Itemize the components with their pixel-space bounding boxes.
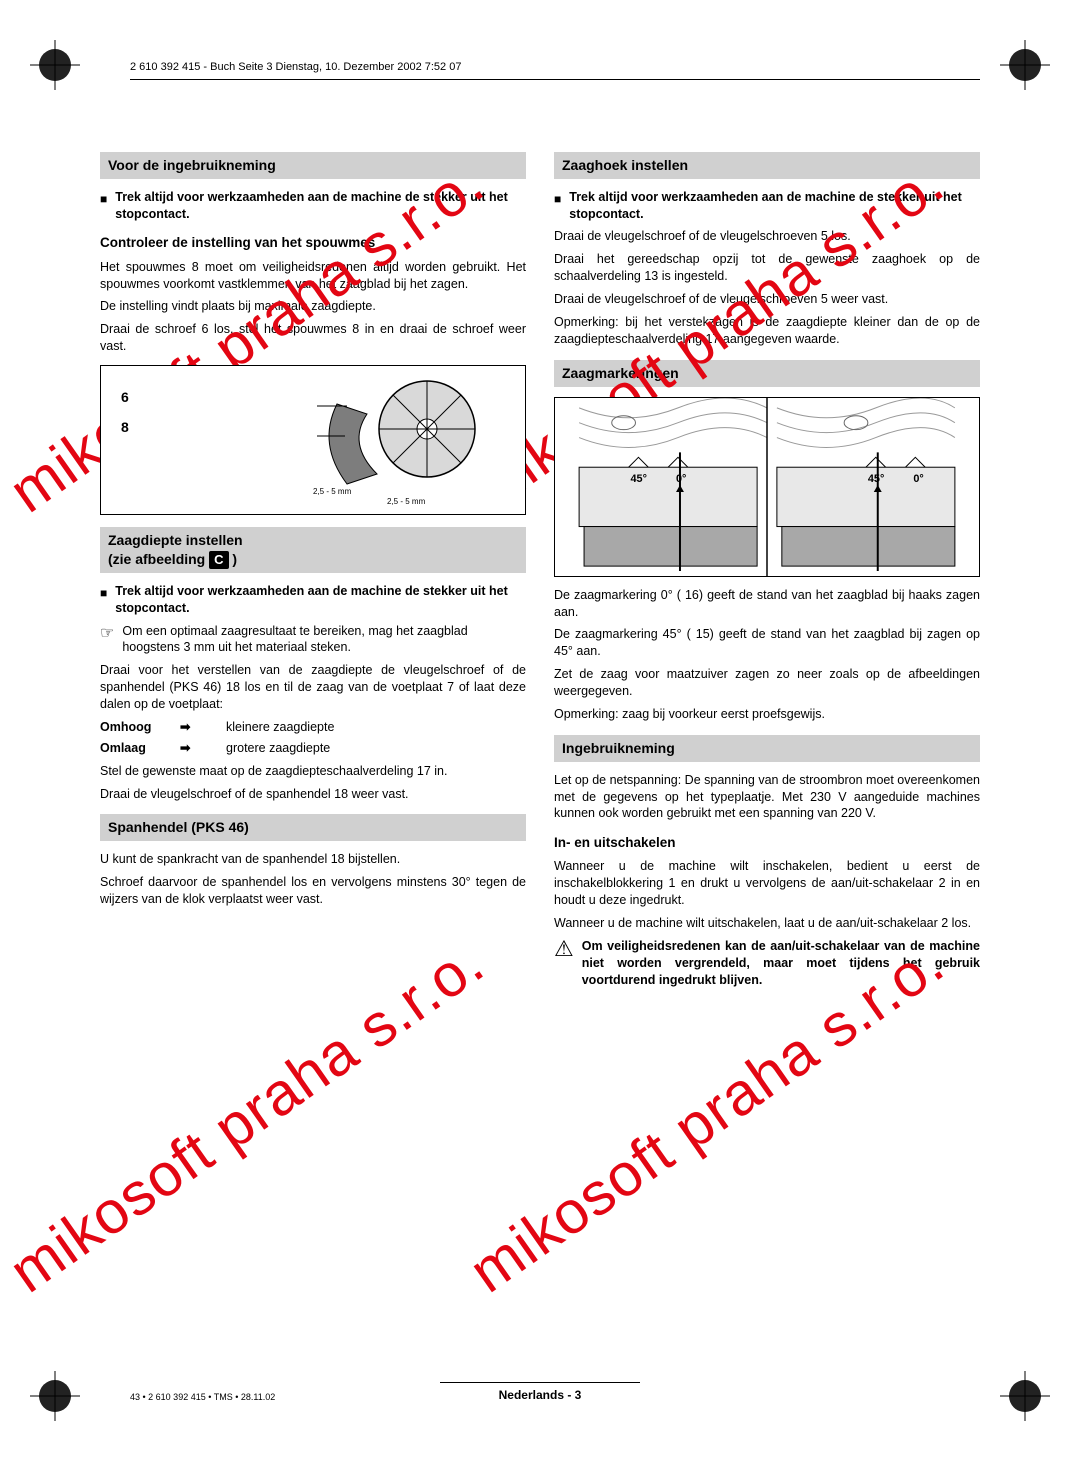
svg-text:45°: 45° <box>631 473 647 485</box>
section-title: Zaaghoek instellen <box>554 152 980 179</box>
paragraph: Let op de netspanning: De spanning van d… <box>554 772 980 823</box>
subsection-title: In- en uitschakelen <box>554 834 980 852</box>
paragraph: Wanneer u de machine wilt inschakelen, b… <box>554 858 980 909</box>
figure-spouwmes: 6 8 2,5 - 5 mm 2,5 - 5 mm <box>100 365 526 515</box>
paragraph: Schroef daarvoor de spanhendel los en ve… <box>100 874 526 908</box>
dim-label: 2,5 - 5 mm <box>313 487 352 496</box>
safety-warning: ⚠ Om veiligheidsredenen kan de aan/uit-s… <box>554 938 980 989</box>
figure-zaagmarkeringen: 45° 0° 45° 0° <box>554 397 980 577</box>
svg-text:0°: 0° <box>676 473 686 485</box>
direction-label: Omhoog <box>100 719 162 736</box>
paragraph: Draai de schroef 6 los, stel het spouwme… <box>100 321 526 355</box>
print-registration-mark <box>1000 40 1050 90</box>
paragraph: Draai voor het verstellen van de zaagdie… <box>100 662 526 713</box>
paragraph: Stel de gewenste maat op de zaagdieptesc… <box>100 763 526 780</box>
paragraph: Het spouwmes 8 moet om veiligheidsredene… <box>100 259 526 293</box>
warning-block: ■ Trek altijd voor werkzaamheden aan de … <box>100 189 526 223</box>
hand-pointer-icon: ☞ <box>100 623 114 657</box>
tip-text: Om een optimaal zaagresultaat te bereike… <box>122 623 526 657</box>
warning-text: Trek altijd voor werkzaamheden aan de ma… <box>115 189 526 223</box>
title-line1: Zaagdiepte instellen <box>108 532 243 548</box>
direction-desc: kleinere zaagdiepte <box>226 719 334 736</box>
bullet-icon: ■ <box>100 585 107 617</box>
section-title: Zaagmarkeringen <box>554 360 980 387</box>
figure-ref-letter: C <box>209 551 228 569</box>
title-line2a: (zie afbeelding <box>108 551 209 567</box>
warning-block: ■ Trek altijd voor werkzaamheden aan de … <box>100 583 526 617</box>
figure-label-8: 8 <box>121 418 129 437</box>
subsection-title: Controleer de instelling van het spouwme… <box>100 234 526 252</box>
bullet-icon: ■ <box>554 191 561 223</box>
paragraph: Zet de zaag voor maatzuiver zagen zo nee… <box>554 666 980 700</box>
page-footer: Nederlands - 3 <box>0 1382 1080 1403</box>
direction-row: Omhoog ➡ kleinere zaagdiepte <box>100 719 526 736</box>
section-title: Ingebruikneming <box>554 735 980 762</box>
paragraph: De zaagmarkering 0° ( 16) geeft de stand… <box>554 587 980 621</box>
direction-label: Omlaag <box>100 740 162 757</box>
paragraph: Wanneer u de machine wilt uitschakelen, … <box>554 915 980 932</box>
svg-text:0°: 0° <box>913 473 923 485</box>
direction-row: Omlaag ➡ grotere zaagdiepte <box>100 740 526 757</box>
paragraph: Draai de vleugelschroef of de vleugelsch… <box>554 291 980 308</box>
warning-block: ■ Trek altijd voor werkzaamheden aan de … <box>554 189 980 223</box>
paragraph: De zaagmarkering 45° ( 15) geeft de stan… <box>554 626 980 660</box>
print-registration-mark <box>30 40 80 90</box>
paragraph: Opmerking: bij het verstekzagen is de za… <box>554 314 980 348</box>
blade-illustration: 2,5 - 5 mm 2,5 - 5 mm <box>277 374 507 508</box>
section-title: Spanhendel (PKS 46) <box>100 814 526 841</box>
arrow-icon: ➡ <box>180 740 208 757</box>
warning-text: Trek altijd voor werkzaamheden aan de ma… <box>115 583 526 617</box>
paragraph: U kunt de spankracht van de spanhendel 1… <box>100 851 526 868</box>
safety-warning-text: Om veiligheidsredenen kan de aan/uit-sch… <box>582 938 980 989</box>
warning-text: Trek altijd voor werkzaamheden aan de ma… <box>569 189 980 223</box>
dim-label: 2,5 - 5 mm <box>387 497 426 506</box>
paragraph: Draai de vleugelschroef of de spanhendel… <box>100 786 526 803</box>
paragraph: Opmerking: zaag bij voorkeur eerst proef… <box>554 706 980 723</box>
section-title: Zaagdiepte instellen (zie afbeelding C ) <box>100 527 526 573</box>
arrow-icon: ➡ <box>180 719 208 736</box>
direction-desc: grotere zaagdiepte <box>226 740 330 757</box>
svg-text:45°: 45° <box>868 473 884 485</box>
bullet-icon: ■ <box>100 191 107 223</box>
paragraph: De instelling vindt plaats bij maximale … <box>100 298 526 315</box>
left-column: Voor de ingebruikneming ■ Trek altijd vo… <box>100 140 526 995</box>
figure-label-6: 6 <box>121 388 129 407</box>
tip-block: ☞ Om een optimaal zaagresultaat te berei… <box>100 623 526 657</box>
paragraph: Draai de vleugelschroef of de vleugelsch… <box>554 228 980 245</box>
page-header-line: 2 610 392 415 - Buch Seite 3 Dienstag, 1… <box>130 60 980 80</box>
section-title: Voor de ingebruikneming <box>100 152 526 179</box>
cut-mark-illustration: 45° 0° 45° 0° <box>555 398 979 576</box>
page-number: Nederlands - 3 <box>499 1388 582 1402</box>
title-line2b: ) <box>229 551 238 567</box>
right-column: Zaaghoek instellen ■ Trek altijd voor we… <box>554 140 980 995</box>
paragraph: Draai het gereedschap opzij tot de gewen… <box>554 251 980 285</box>
page-content: Voor de ingebruikneming ■ Trek altijd vo… <box>100 140 980 995</box>
warning-triangle-icon: ⚠ <box>554 938 574 989</box>
